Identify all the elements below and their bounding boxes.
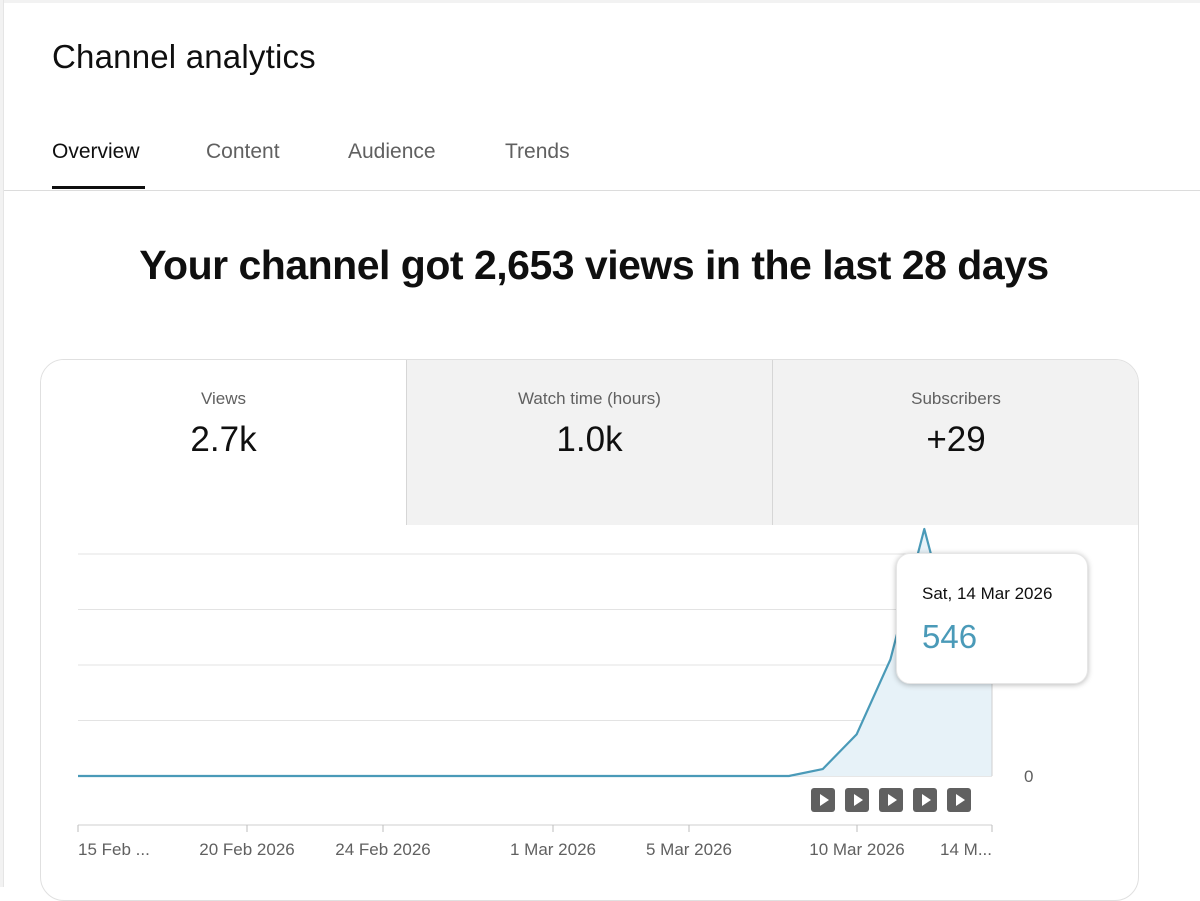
window-left-border xyxy=(3,0,4,887)
window-left-edge xyxy=(0,0,3,887)
x-tick-label: 5 Mar 2026 xyxy=(646,840,732,859)
views-summary-headline: Your channel got 2,653 views in the last… xyxy=(139,242,1049,288)
tabs-divider xyxy=(4,190,1200,191)
video-marker-play-icon[interactable] xyxy=(947,788,971,812)
x-tick-label: 14 M... xyxy=(940,840,992,859)
metric-label-views: Views xyxy=(200,389,247,408)
x-tick-label: 1 Mar 2026 xyxy=(510,840,596,859)
metric-value-views: 2.7k xyxy=(190,420,257,459)
page-title: Channel analytics xyxy=(52,38,316,75)
tooltip-date: Sat, 14 Mar 2026 xyxy=(922,584,1053,603)
window-top-edge xyxy=(0,0,1200,3)
metric-tab-watch-time[interactable]: Watch time (hours) 1.0k xyxy=(406,360,772,525)
video-marker-play-icon[interactable] xyxy=(913,788,937,812)
metric-value-watch-time: 1.0k xyxy=(556,420,623,459)
series-line xyxy=(78,527,993,778)
chart-tooltip: Sat, 14 Mar 2026 546 xyxy=(896,553,1088,684)
active-tab-indicator xyxy=(52,186,145,189)
x-tick-label: 20 Feb 2026 xyxy=(199,840,294,859)
metric-tab-subscribers[interactable]: Subscribers +29 xyxy=(772,360,1138,525)
video-marker-play-icon[interactable] xyxy=(811,788,835,812)
x-tick-label: 15 Feb ... xyxy=(78,840,150,859)
analytics-tabs: Overview Content Audience Trends xyxy=(0,130,1200,191)
video-marker-play-icon[interactable] xyxy=(879,788,903,812)
tab-audience[interactable]: Audience xyxy=(348,140,436,163)
metric-tab-views[interactable]: Views 2.7k xyxy=(41,360,406,525)
y-tick-label: 0 xyxy=(1024,767,1033,786)
tab-overview[interactable]: Overview xyxy=(52,140,140,163)
metric-label-watch-time: Watch time (hours) xyxy=(518,389,661,408)
x-tick-label: 24 Feb 2026 xyxy=(335,840,430,859)
metric-label-subscribers: Subscribers xyxy=(911,389,1001,408)
series-area xyxy=(78,529,992,776)
tab-content[interactable]: Content xyxy=(206,140,280,163)
x-tick-label: 10 Mar 2026 xyxy=(809,840,904,859)
video-marker-play-icon[interactable] xyxy=(845,788,869,812)
tab-trends[interactable]: Trends xyxy=(505,140,570,163)
tooltip-value: 546 xyxy=(922,618,978,655)
metric-value-subscribers: +29 xyxy=(926,420,986,459)
